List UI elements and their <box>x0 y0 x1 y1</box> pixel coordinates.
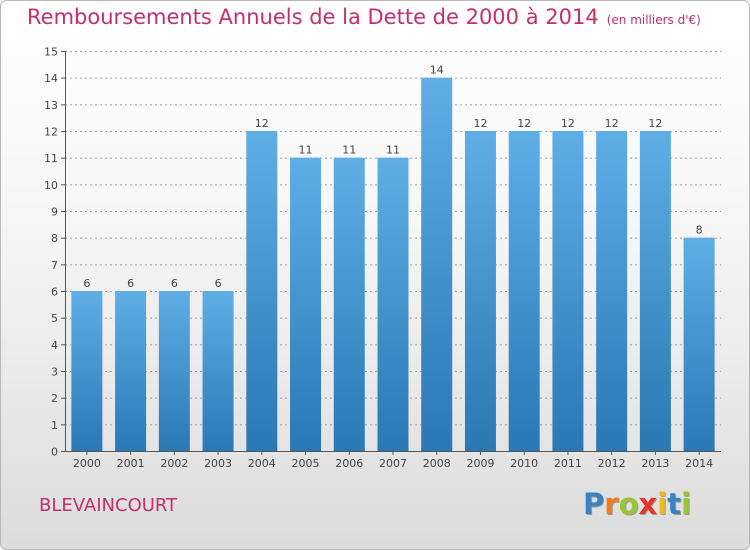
commune-name: BLEVAINCOURT <box>39 495 178 516</box>
data-label: 11 <box>386 144 400 157</box>
data-label: 6 <box>171 277 178 290</box>
y-tick-label: 15 <box>44 46 58 59</box>
y-tick-label: 9 <box>51 206 58 219</box>
unit-label: (en milliers d'€) <box>606 13 701 27</box>
data-label: 6 <box>127 277 134 290</box>
bar <box>421 77 453 452</box>
y-tick-label: 0 <box>51 446 58 459</box>
data-label: 11 <box>299 144 313 157</box>
x-tick-label: 2006 <box>335 457 363 470</box>
data-label: 8 <box>696 224 703 237</box>
bar <box>71 291 103 451</box>
bar <box>464 131 496 451</box>
data-label: 11 <box>342 144 356 157</box>
bar <box>290 157 322 451</box>
x-tick-label: 2014 <box>685 457 713 470</box>
y-tick-label: 10 <box>44 179 58 192</box>
logo-letter: P <box>583 487 605 521</box>
logo-letter: o <box>618 487 639 521</box>
bar <box>202 291 234 451</box>
y-tick-label: 8 <box>51 232 58 245</box>
y-tick-label: 4 <box>51 339 58 352</box>
x-tick-label: 2002 <box>160 457 188 470</box>
x-tick-label: 2000 <box>73 457 101 470</box>
x-tick-label: 2003 <box>204 457 232 470</box>
bar <box>639 131 671 451</box>
data-label: 12 <box>517 117 531 130</box>
y-tick-label: 1 <box>51 419 58 432</box>
logo-letter: i <box>681 487 692 521</box>
bar <box>246 131 278 451</box>
chart-title: Remboursements Annuels de la Dette de 20… <box>27 5 701 29</box>
bar <box>683 237 715 451</box>
x-tick-label: 2008 <box>423 457 451 470</box>
bar <box>596 131 628 451</box>
bar <box>552 131 584 451</box>
y-tick-label: 7 <box>51 259 58 272</box>
bar <box>333 157 365 451</box>
data-label: 6 <box>83 277 90 290</box>
y-tick-label: 11 <box>44 152 58 165</box>
x-tick-label: 2010 <box>510 457 538 470</box>
logo-letter: r <box>604 487 619 521</box>
data-label: 12 <box>648 117 662 130</box>
x-tick-label: 2012 <box>598 457 626 470</box>
x-tick-label: 2011 <box>554 457 582 470</box>
proxiti-logo: Proxiti <box>583 487 691 521</box>
y-tick-label: 5 <box>51 312 58 325</box>
title-text: Remboursements Annuels de la Dette de 20… <box>27 5 599 29</box>
x-tick-label: 2013 <box>641 457 669 470</box>
bar <box>158 291 190 451</box>
y-tick-label: 13 <box>44 99 58 112</box>
data-label: 12 <box>473 117 487 130</box>
logo-letter: t <box>667 487 682 521</box>
y-tick-label: 3 <box>51 366 58 379</box>
data-label: 12 <box>605 117 619 130</box>
x-tick-label: 2009 <box>466 457 494 470</box>
bar <box>377 157 409 451</box>
data-label: 12 <box>255 117 269 130</box>
bar <box>115 291 147 451</box>
x-tick-label: 2007 <box>379 457 407 470</box>
y-tick-label: 6 <box>51 286 58 299</box>
x-tick-label: 2004 <box>248 457 276 470</box>
data-label: 6 <box>215 277 222 290</box>
x-tick-label: 2005 <box>292 457 320 470</box>
data-label: 14 <box>430 64 444 77</box>
x-tick-label: 2001 <box>117 457 145 470</box>
logo-letter: x <box>638 487 658 521</box>
bar <box>508 131 540 451</box>
data-label: 12 <box>561 117 575 130</box>
y-tick-label: 14 <box>44 72 58 85</box>
y-tick-label: 12 <box>44 126 58 139</box>
logo-letter: i <box>657 487 668 521</box>
y-tick-label: 2 <box>51 392 58 405</box>
